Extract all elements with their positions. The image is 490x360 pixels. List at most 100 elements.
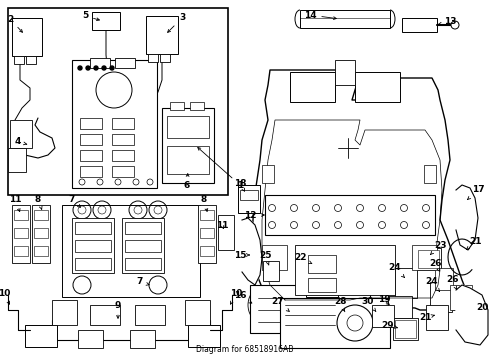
Text: 25: 25	[259, 251, 271, 265]
Bar	[130, 330, 155, 348]
Bar	[72, 60, 157, 188]
Bar	[122, 218, 164, 273]
Bar	[14, 228, 28, 238]
Bar	[14, 56, 24, 64]
Bar	[450, 285, 472, 310]
Bar	[34, 246, 48, 256]
Polygon shape	[456, 185, 478, 250]
Text: 20: 20	[476, 303, 488, 312]
Bar	[240, 190, 258, 200]
Bar	[200, 246, 214, 256]
Text: 8: 8	[201, 194, 208, 211]
Polygon shape	[456, 285, 488, 345]
Text: 28: 28	[334, 297, 346, 312]
Bar	[393, 318, 418, 340]
Bar	[250, 285, 370, 333]
Bar	[12, 18, 42, 56]
Bar	[190, 102, 204, 110]
Bar	[188, 325, 220, 347]
Text: 6: 6	[184, 174, 190, 190]
Polygon shape	[242, 218, 262, 285]
Bar	[112, 134, 134, 145]
Circle shape	[102, 66, 106, 70]
Bar	[125, 222, 161, 234]
Text: 24: 24	[389, 264, 404, 278]
Bar	[262, 165, 274, 183]
Bar	[115, 58, 135, 68]
Bar	[295, 245, 395, 295]
Text: 9: 9	[115, 301, 121, 318]
Text: 7: 7	[69, 194, 80, 207]
Bar	[426, 305, 448, 330]
Text: 29: 29	[382, 320, 397, 329]
Text: 10: 10	[0, 288, 10, 304]
Text: 21: 21	[466, 238, 481, 249]
Bar	[335, 60, 355, 85]
Bar	[8, 8, 228, 195]
Bar	[80, 134, 102, 145]
Bar	[80, 166, 102, 177]
Text: 23: 23	[431, 240, 446, 255]
Bar	[25, 325, 57, 347]
Bar	[14, 210, 28, 220]
Bar	[300, 10, 390, 28]
Bar	[10, 120, 32, 148]
Bar	[112, 166, 134, 177]
Text: 11: 11	[216, 220, 228, 230]
Bar	[80, 118, 102, 129]
Bar	[26, 56, 36, 64]
Bar	[162, 108, 214, 183]
Bar	[167, 146, 209, 174]
Text: 7: 7	[137, 278, 149, 287]
Bar	[308, 278, 336, 292]
Bar	[52, 300, 77, 325]
Bar	[90, 305, 120, 325]
Text: 15: 15	[234, 251, 249, 260]
Circle shape	[110, 66, 114, 70]
Bar	[72, 218, 114, 273]
Text: 8: 8	[35, 194, 42, 209]
Bar	[125, 258, 161, 270]
Bar	[265, 195, 435, 235]
Text: 10: 10	[230, 288, 242, 304]
Bar	[14, 246, 28, 256]
Bar	[200, 210, 214, 220]
Bar	[424, 165, 436, 183]
Text: 12: 12	[244, 211, 264, 220]
Bar	[148, 54, 158, 62]
Bar	[75, 258, 111, 270]
Bar	[412, 245, 437, 270]
Circle shape	[78, 66, 82, 70]
Bar	[34, 228, 48, 238]
Bar	[395, 320, 416, 338]
Bar	[238, 185, 260, 213]
Text: 4: 4	[15, 138, 27, 147]
Bar	[372, 305, 394, 327]
Text: 13: 13	[438, 18, 456, 27]
Bar	[262, 245, 287, 270]
Text: 26: 26	[446, 275, 458, 290]
Text: 30: 30	[362, 297, 376, 311]
Text: 21: 21	[419, 314, 434, 323]
Text: 3: 3	[168, 13, 185, 32]
Bar	[125, 240, 161, 252]
Text: 22: 22	[294, 253, 312, 264]
Bar	[34, 210, 48, 220]
Bar	[112, 118, 134, 129]
Bar	[430, 282, 452, 312]
Bar	[135, 305, 165, 325]
Bar	[185, 300, 210, 325]
Text: 17: 17	[467, 185, 484, 199]
Bar	[218, 215, 234, 250]
Bar	[263, 261, 279, 281]
Bar	[62, 205, 200, 297]
Text: 27: 27	[271, 297, 289, 311]
Bar	[308, 255, 336, 273]
Bar	[8, 148, 26, 172]
Text: 2: 2	[7, 14, 23, 32]
Bar	[75, 240, 111, 252]
Bar	[290, 72, 335, 102]
Text: 14: 14	[304, 10, 336, 19]
Text: 18: 18	[234, 179, 246, 191]
Circle shape	[451, 21, 459, 29]
